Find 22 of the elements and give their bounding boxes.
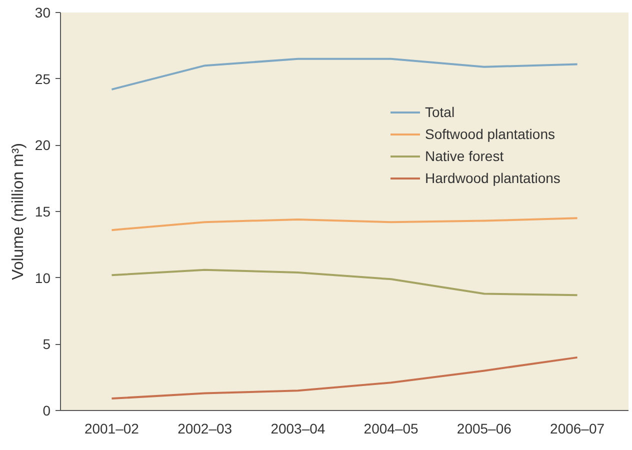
x-tick-label: 2004–05 bbox=[364, 420, 419, 436]
legend-label: Native forest bbox=[425, 148, 504, 164]
y-tick-label: 10 bbox=[34, 270, 51, 286]
legend-label: Hardwood plantations bbox=[425, 170, 560, 186]
legend-label: Total bbox=[425, 104, 455, 120]
line-series bbox=[110, 58, 578, 90]
x-tick-label: 2001–02 bbox=[84, 420, 140, 436]
legend-label: Softwood plantations bbox=[425, 126, 555, 142]
line-series bbox=[110, 217, 578, 232]
x-tick-label: 2003–04 bbox=[270, 420, 326, 436]
x-tick-label: 2002–03 bbox=[178, 420, 232, 436]
y-tick-label: 0 bbox=[42, 402, 51, 418]
y-tick-label: 15 bbox=[34, 204, 51, 220]
y-tick-label: 30 bbox=[34, 4, 51, 20]
x-tick-label: 2005–06 bbox=[456, 420, 512, 436]
line-series bbox=[110, 268, 578, 296]
x-tick-label: 2006–07 bbox=[550, 420, 605, 436]
y-axis-title: Volume (million m³) bbox=[10, 143, 27, 280]
y-tick-label: 5 bbox=[42, 336, 51, 352]
line-series bbox=[110, 356, 578, 400]
y-tick-label: 20 bbox=[34, 137, 51, 154]
y-tick-label: 25 bbox=[34, 70, 51, 87]
